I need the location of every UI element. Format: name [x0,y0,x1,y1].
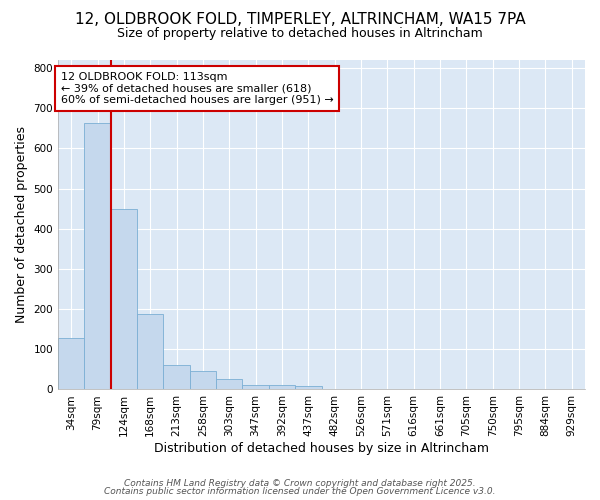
Bar [58,338,85,390]
Bar [111,208,137,390]
Bar [137,314,163,390]
Bar [216,378,242,390]
Text: Contains public sector information licensed under the Open Government Licence v3: Contains public sector information licen… [104,487,496,496]
Bar [269,384,295,390]
Bar [190,370,216,390]
Bar [242,384,269,390]
Text: 12, OLDBROOK FOLD, TIMPERLEY, ALTRINCHAM, WA15 7PA: 12, OLDBROOK FOLD, TIMPERLEY, ALTRINCHAM… [74,12,526,28]
Text: Contains HM Land Registry data © Crown copyright and database right 2025.: Contains HM Land Registry data © Crown c… [124,478,476,488]
X-axis label: Distribution of detached houses by size in Altrincham: Distribution of detached houses by size … [154,442,489,455]
Text: 12 OLDBROOK FOLD: 113sqm
← 39% of detached houses are smaller (618)
60% of semi-: 12 OLDBROOK FOLD: 113sqm ← 39% of detach… [61,72,334,106]
Bar [163,364,190,390]
Bar [295,386,322,390]
Y-axis label: Number of detached properties: Number of detached properties [15,126,28,323]
Text: Size of property relative to detached houses in Altrincham: Size of property relative to detached ho… [117,28,483,40]
Bar [85,123,111,390]
